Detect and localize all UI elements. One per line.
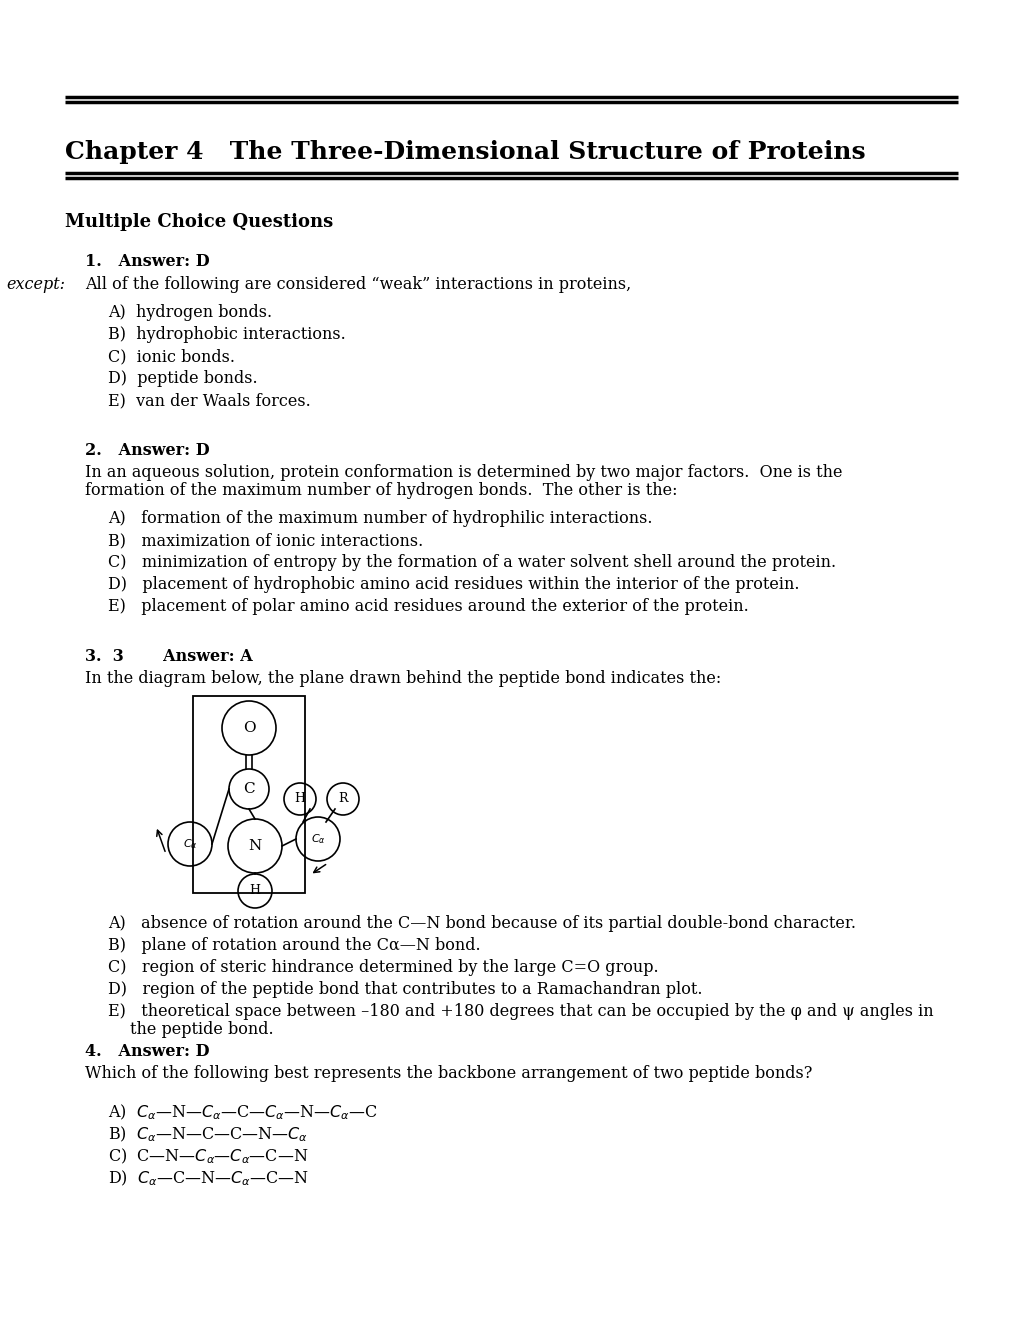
Text: 1.   Answer: D: 1. Answer: D	[85, 253, 210, 271]
Text: Which of the following best represents the backbone arrangement of two peptide b: Which of the following best represents t…	[85, 1065, 811, 1082]
Text: N: N	[249, 840, 261, 853]
Text: B)   maximization of ionic interactions.: B) maximization of ionic interactions.	[108, 532, 423, 549]
Text: $C_{\alpha}$: $C_{\alpha}$	[182, 837, 198, 851]
Text: O: O	[243, 721, 255, 735]
Text: the peptide bond.: the peptide bond.	[129, 1020, 273, 1038]
Text: A)  hydrogen bonds.: A) hydrogen bonds.	[108, 304, 272, 321]
Text: $C_{\alpha}$: $C_{\alpha}$	[311, 832, 325, 846]
Text: Multiple Choice Questions: Multiple Choice Questions	[65, 213, 333, 231]
Text: C)  C—N—$C_\alpha$—$C_\alpha$—C—N: C) C—N—$C_\alpha$—$C_\alpha$—C—N	[108, 1147, 308, 1167]
Text: A)   absence of rotation around the C—N bond because of its partial double-bond : A) absence of rotation around the C—N bo…	[108, 915, 855, 932]
Text: formation of the maximum number of hydrogen bonds.  The other is the:: formation of the maximum number of hydro…	[85, 482, 677, 499]
Text: D)   placement of hydrophobic amino acid residues within the interior of the pro: D) placement of hydrophobic amino acid r…	[108, 576, 799, 593]
Text: 3.  3       Answer: A: 3. 3 Answer: A	[85, 648, 253, 665]
Text: E)  van der Waals forces.: E) van der Waals forces.	[108, 392, 311, 409]
Text: In the diagram below, the plane drawn behind the peptide bond indicates the:: In the diagram below, the plane drawn be…	[85, 671, 720, 686]
Text: A)  $C_\alpha$—N—$C_\alpha$—C—$C_\alpha$—N—$C_\alpha$—C: A) $C_\alpha$—N—$C_\alpha$—C—$C_\alpha$—…	[108, 1104, 377, 1122]
Text: H: H	[250, 884, 260, 898]
Text: In an aqueous solution, protein conformation is determined by two major factors.: In an aqueous solution, protein conforma…	[85, 465, 842, 480]
Text: except:: except:	[6, 276, 65, 293]
Text: D)  $C_\alpha$—C—N—$C_\alpha$—C—N: D) $C_\alpha$—C—N—$C_\alpha$—C—N	[108, 1170, 309, 1188]
Text: D)  peptide bonds.: D) peptide bonds.	[108, 370, 258, 387]
Text: C)   region of steric hindrance determined by the large C=O group.: C) region of steric hindrance determined…	[108, 960, 658, 975]
Text: E)   theoretical space between –180 and +180 degrees that can be occupied by the: E) theoretical space between –180 and +1…	[108, 1003, 932, 1020]
Text: 4.   Answer: D: 4. Answer: D	[85, 1043, 209, 1060]
Text: 2.   Answer: D: 2. Answer: D	[85, 442, 210, 459]
Text: All of the following are considered “weak” interactions in proteins,: All of the following are considered “wea…	[85, 276, 636, 293]
Text: H: H	[294, 792, 306, 805]
Text: B)  $C_\alpha$—N—C—C—N—$C_\alpha$: B) $C_\alpha$—N—C—C—N—$C_\alpha$	[108, 1125, 308, 1144]
Text: E)   placement of polar amino acid residues around the exterior of the protein.: E) placement of polar amino acid residue…	[108, 598, 748, 615]
Text: C)   minimization of entropy by the formation of a water solvent shell around th: C) minimization of entropy by the format…	[108, 554, 836, 572]
Text: C)  ionic bonds.: C) ionic bonds.	[108, 348, 234, 366]
Text: Chapter 4   The Three-Dimensional Structure of Proteins: Chapter 4 The Three-Dimensional Structur…	[65, 140, 865, 164]
Text: B)   plane of rotation around the Cα—N bond.: B) plane of rotation around the Cα—N bon…	[108, 937, 480, 954]
Text: A)   formation of the maximum number of hydrophilic interactions.: A) formation of the maximum number of hy…	[108, 510, 652, 527]
Text: C: C	[243, 781, 255, 796]
Text: R: R	[338, 792, 347, 805]
Text: B)  hydrophobic interactions.: B) hydrophobic interactions.	[108, 326, 345, 343]
Text: D)   region of the peptide bond that contributes to a Ramachandran plot.: D) region of the peptide bond that contr…	[108, 981, 702, 998]
FancyBboxPatch shape	[193, 696, 305, 894]
